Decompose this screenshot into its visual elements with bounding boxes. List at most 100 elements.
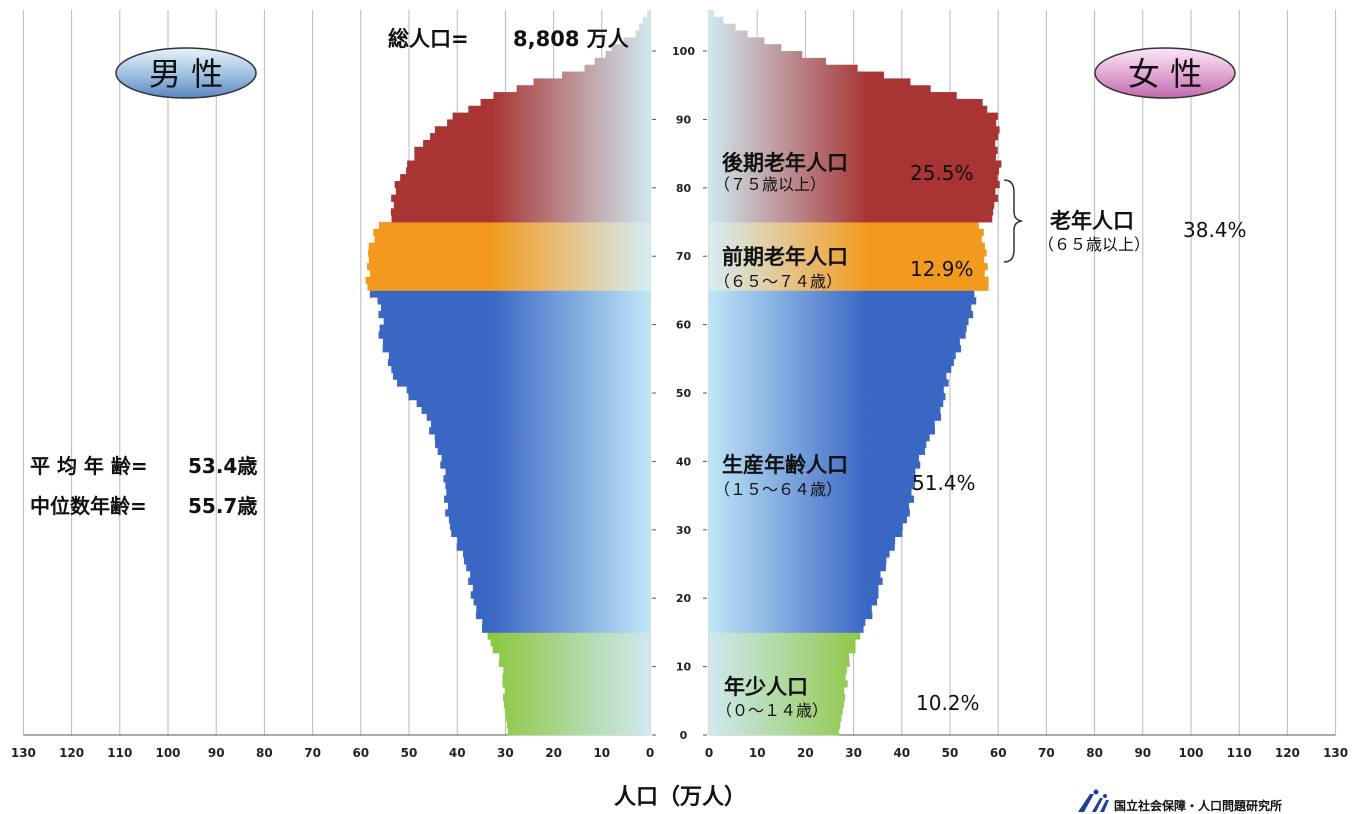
bar-male bbox=[502, 680, 650, 688]
bar-female bbox=[709, 646, 856, 654]
y-tick-label: 50 bbox=[676, 387, 692, 400]
bar-female bbox=[709, 105, 988, 113]
bar-male bbox=[394, 180, 650, 189]
bar-male bbox=[476, 605, 650, 613]
bar-male bbox=[468, 105, 650, 113]
bar-male bbox=[482, 618, 650, 626]
bar-female bbox=[709, 119, 997, 127]
bar-male bbox=[391, 194, 650, 202]
x-tick-label-male: 60 bbox=[352, 746, 369, 760]
bar-female bbox=[709, 44, 782, 52]
bar-male bbox=[443, 475, 650, 483]
elderly-sub: （６５歳以上） bbox=[1038, 235, 1150, 254]
bar-male bbox=[369, 290, 650, 298]
bar-male bbox=[463, 550, 650, 558]
bar-female bbox=[709, 605, 872, 613]
working-sub: （１５～６４歳） bbox=[714, 480, 842, 499]
bar-male bbox=[367, 283, 650, 291]
bar-male bbox=[395, 187, 650, 196]
bar-female bbox=[709, 536, 896, 544]
bar-female bbox=[709, 263, 988, 271]
ipss-logo-icon bbox=[1078, 789, 1109, 812]
bar-male bbox=[480, 98, 650, 107]
bar-male bbox=[414, 153, 650, 161]
bar-male bbox=[414, 146, 650, 155]
bar-female bbox=[709, 529, 903, 538]
bar-male bbox=[393, 201, 650, 209]
bar-female bbox=[709, 249, 987, 257]
bar-male bbox=[368, 242, 650, 250]
bar-female bbox=[709, 522, 903, 531]
bar-male bbox=[416, 399, 650, 408]
bar-female bbox=[709, 37, 765, 45]
bar-female bbox=[709, 393, 946, 401]
bar-male bbox=[470, 570, 650, 579]
female-badge: 女 性 bbox=[1094, 47, 1236, 99]
bar-female bbox=[709, 269, 985, 278]
source-label: 国立社会保障・人口問題研究所 bbox=[1114, 798, 1282, 813]
early-elderly-sub: （６５～７４歳） bbox=[714, 272, 842, 291]
bar-female bbox=[709, 495, 915, 503]
bar-female bbox=[709, 85, 931, 93]
bar-female bbox=[709, 475, 916, 483]
x-tick-label-female: 90 bbox=[1134, 746, 1151, 760]
y-tick-label: 80 bbox=[676, 182, 692, 195]
x-tick-label-female: 10 bbox=[749, 746, 766, 760]
x-tick-label-male: 100 bbox=[155, 746, 180, 760]
bar-male bbox=[437, 447, 650, 455]
bar-female bbox=[709, 570, 881, 579]
bar-male bbox=[504, 687, 650, 695]
source-logo: 国立社会保障・人口問題研究所 bbox=[1078, 789, 1282, 813]
bar-male bbox=[374, 235, 650, 243]
bar-female bbox=[709, 632, 861, 640]
late-elderly-label: 後期老年人口 bbox=[722, 151, 848, 175]
bar-female bbox=[709, 728, 840, 736]
bar-male bbox=[408, 393, 650, 401]
bar-female bbox=[709, 365, 952, 373]
bar-male bbox=[635, 30, 650, 38]
bar-male bbox=[472, 584, 650, 592]
bar-female bbox=[709, 420, 935, 428]
bar-female bbox=[709, 194, 999, 202]
x-tick-label-male: 30 bbox=[497, 746, 514, 760]
bar-male bbox=[447, 119, 650, 127]
bar-male bbox=[367, 263, 650, 271]
bar-male bbox=[468, 577, 650, 585]
bar-female bbox=[709, 146, 998, 155]
bar-female bbox=[709, 550, 890, 558]
bar-female bbox=[709, 345, 962, 353]
y-tick-label: 100 bbox=[672, 45, 695, 58]
early-elderly-label: 前期老年人口 bbox=[722, 245, 848, 269]
working-label: 生産年齢人口 bbox=[722, 453, 848, 477]
y-tick-label: 10 bbox=[676, 661, 692, 674]
bar-female bbox=[709, 167, 999, 175]
x-tick-label-male: 130 bbox=[11, 746, 36, 760]
bar-male bbox=[388, 351, 650, 360]
bar-male bbox=[503, 700, 650, 709]
bar-male bbox=[440, 461, 650, 469]
y-tick-label: 70 bbox=[676, 250, 692, 263]
bar-female bbox=[709, 283, 989, 291]
bar-female bbox=[709, 242, 985, 250]
bar-female bbox=[709, 564, 886, 572]
bar-male bbox=[487, 632, 650, 640]
x-tick-label-female: 70 bbox=[1038, 746, 1055, 760]
bar-female bbox=[709, 160, 1002, 168]
x-tick-label-female: 60 bbox=[990, 746, 1007, 760]
bar-male bbox=[493, 92, 650, 100]
bar-female bbox=[709, 153, 996, 161]
bar-male bbox=[639, 23, 650, 31]
bar-female bbox=[709, 454, 919, 462]
bar-male bbox=[378, 310, 650, 319]
late-elderly-sub: （７５歳以上） bbox=[714, 175, 826, 194]
bar-male bbox=[490, 639, 650, 647]
bar-female bbox=[709, 721, 841, 729]
bar-female bbox=[709, 228, 984, 237]
x-tick-label-female: 50 bbox=[942, 746, 959, 760]
bar-male bbox=[611, 44, 650, 52]
bar-male bbox=[470, 591, 650, 599]
bar-female bbox=[709, 440, 927, 449]
bar-female bbox=[709, 174, 998, 182]
bar-male bbox=[434, 126, 650, 134]
x-tick-label-male: 40 bbox=[449, 746, 466, 760]
